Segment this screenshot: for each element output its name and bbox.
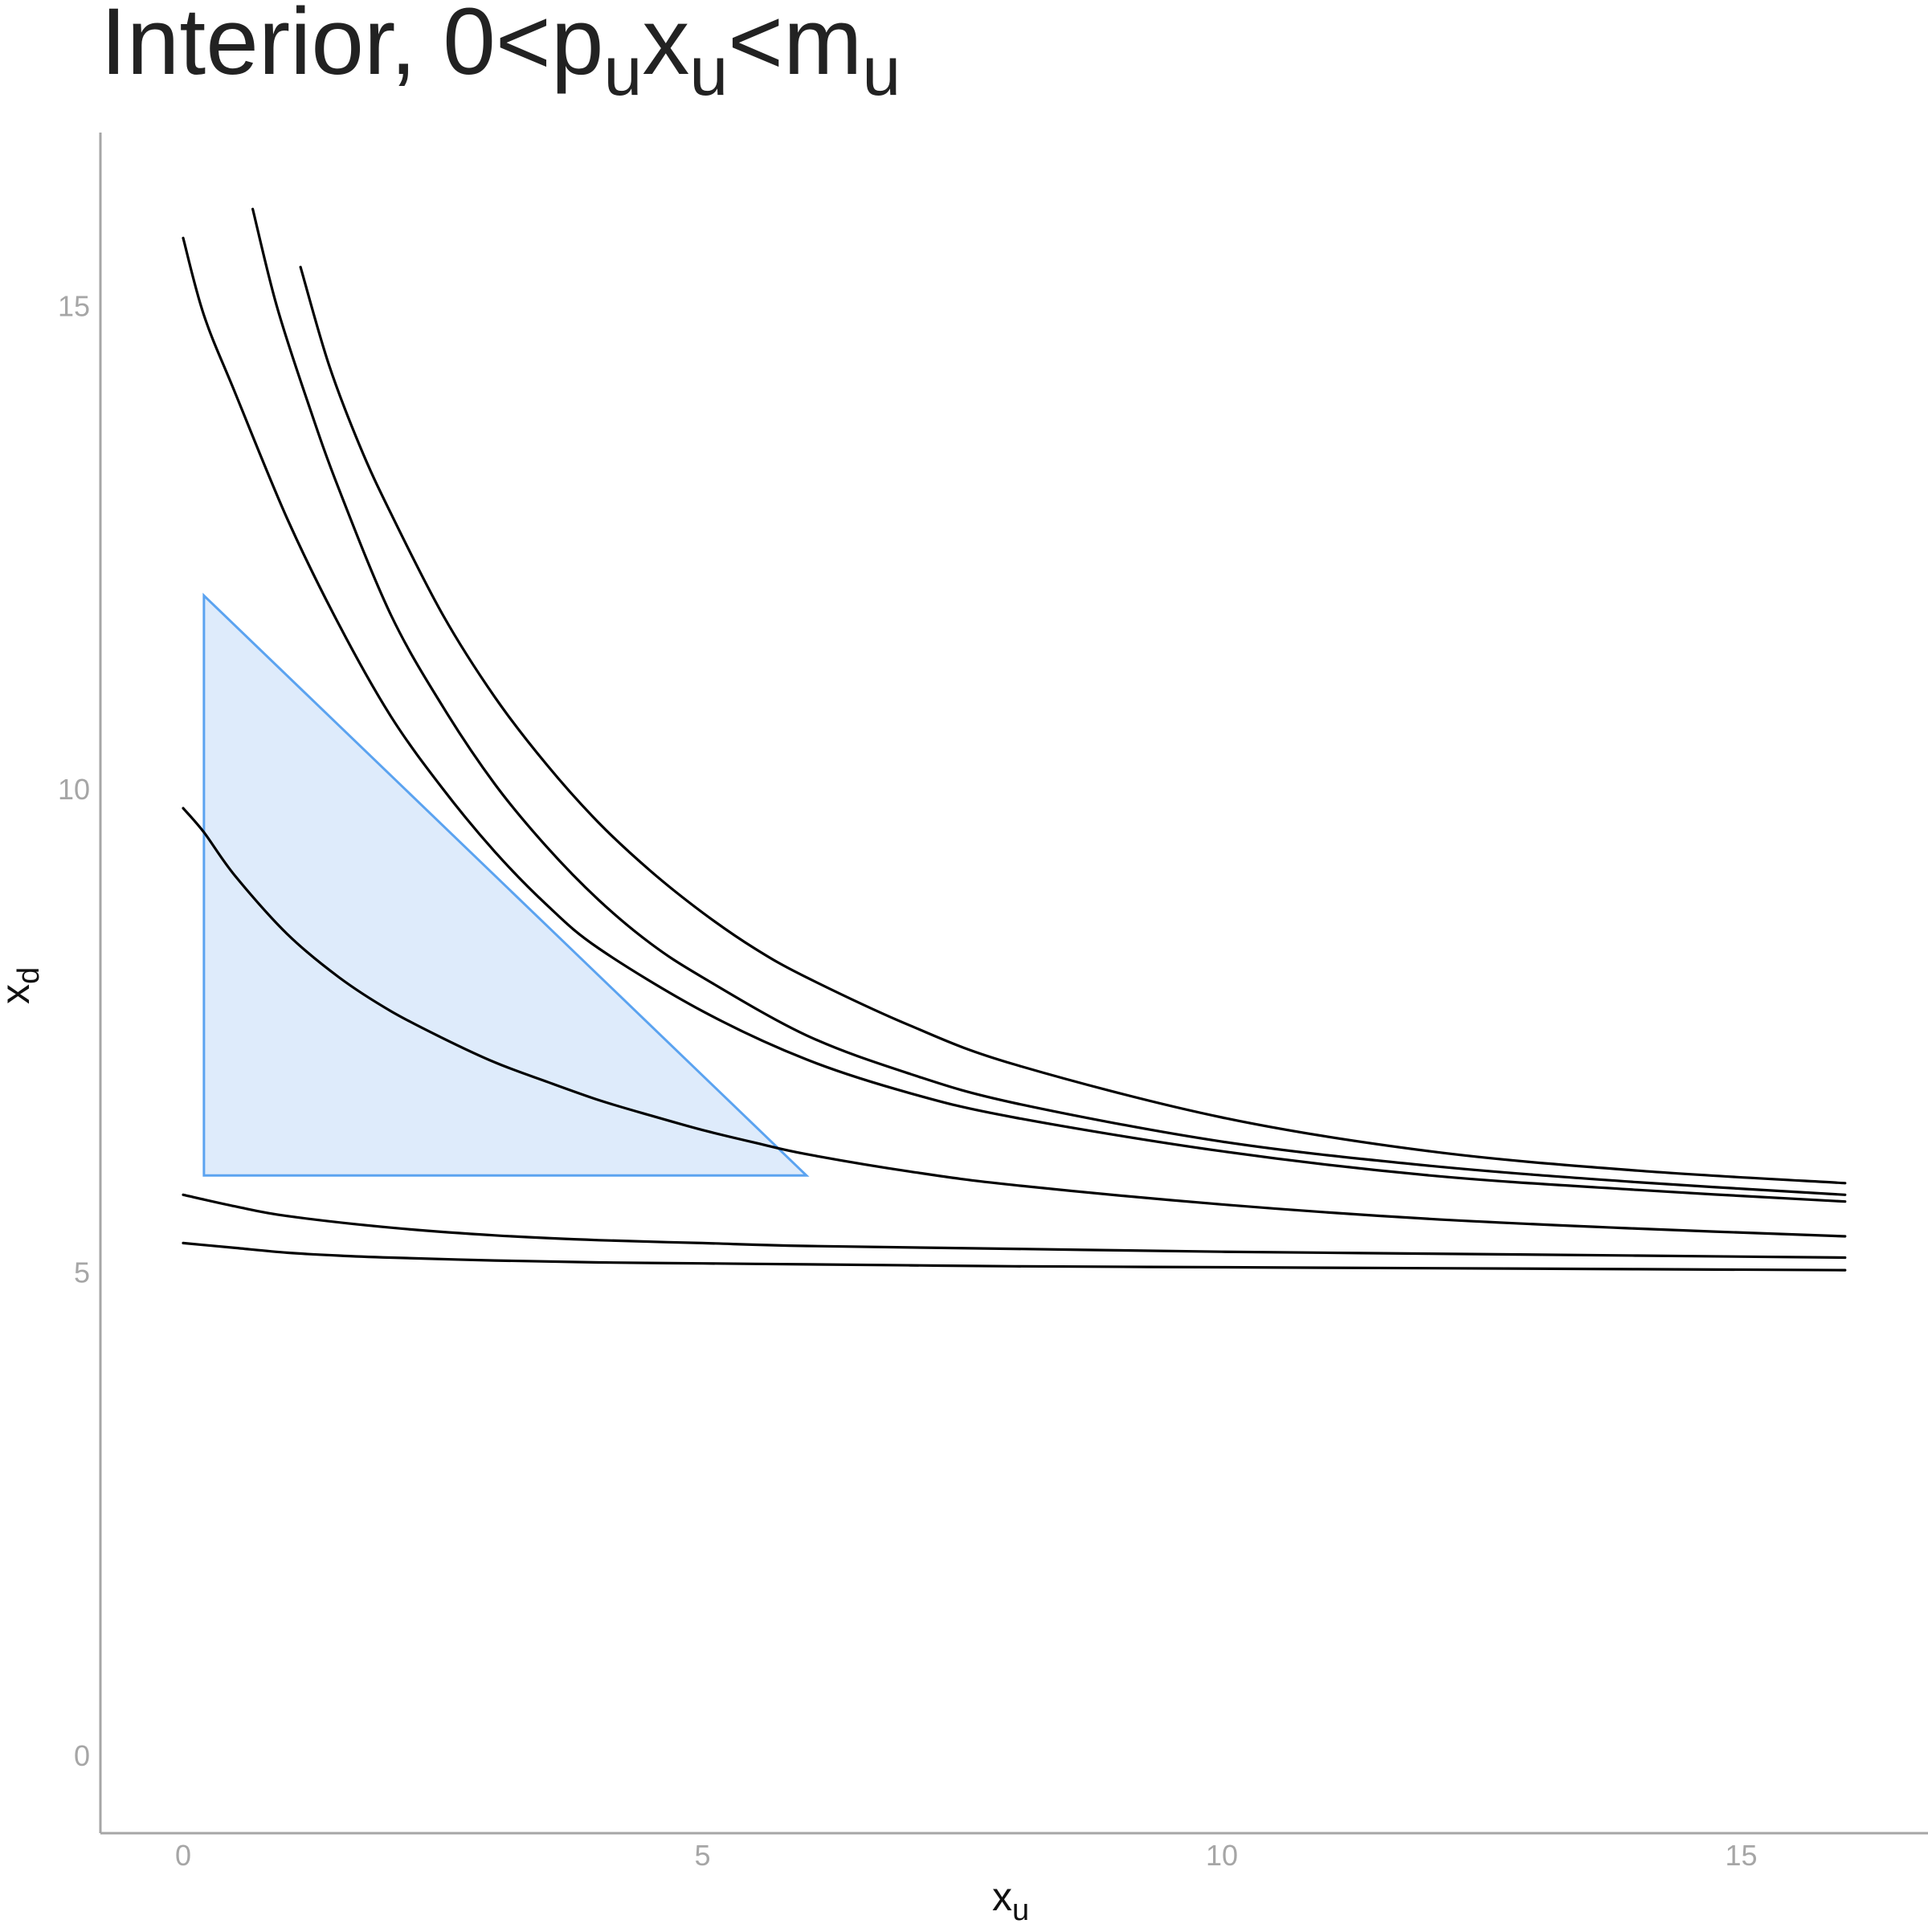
y-axis-label: xd (0, 967, 46, 1004)
x-tick-label: 0 (175, 1839, 191, 1872)
indifference-curve-3 (182, 807, 1847, 1238)
x-tick-label: 15 (1725, 1839, 1757, 1872)
x-tick-label: 5 (694, 1839, 710, 1872)
x-axis-label: xu (992, 1874, 1029, 1927)
y-axis-label-subscript: d (12, 967, 46, 984)
indifference-curve-6 (299, 265, 1847, 1185)
budget-layer (202, 592, 810, 1177)
title-part-1: Interior, 0<p (100, 0, 603, 95)
indifference-curve-1 (182, 1241, 1847, 1272)
indifference-curve-4 (182, 236, 1847, 1203)
title-subscript-2: u (689, 33, 728, 110)
curves-layer (182, 207, 1847, 1272)
y-tick-label: 15 (58, 290, 90, 323)
x-axis-label-subscript: u (1012, 1893, 1029, 1927)
y-tick-label: 5 (74, 1256, 90, 1289)
title-part-3: <m (728, 0, 862, 95)
chart-title: Interior, 0<puxu<mu (100, 0, 901, 110)
title-subscript-3: u (862, 33, 901, 110)
indifference-curve-5 (251, 207, 1847, 1196)
y-tick-label: 0 (74, 1739, 90, 1772)
title-subscript-1: u (603, 33, 642, 110)
y-axis-label-main: x (0, 984, 38, 1004)
x-tick-label: 10 (1206, 1839, 1238, 1872)
title-part-2: x (642, 0, 689, 95)
y-tick-label: 10 (58, 773, 90, 806)
ticks-layer: 0 5 10 15 0 5 10 15 (58, 290, 1758, 1873)
budget-set-area (202, 592, 810, 1177)
x-axis-label-main: x (992, 1874, 1012, 1919)
indifference-curve-2 (182, 1193, 1847, 1260)
